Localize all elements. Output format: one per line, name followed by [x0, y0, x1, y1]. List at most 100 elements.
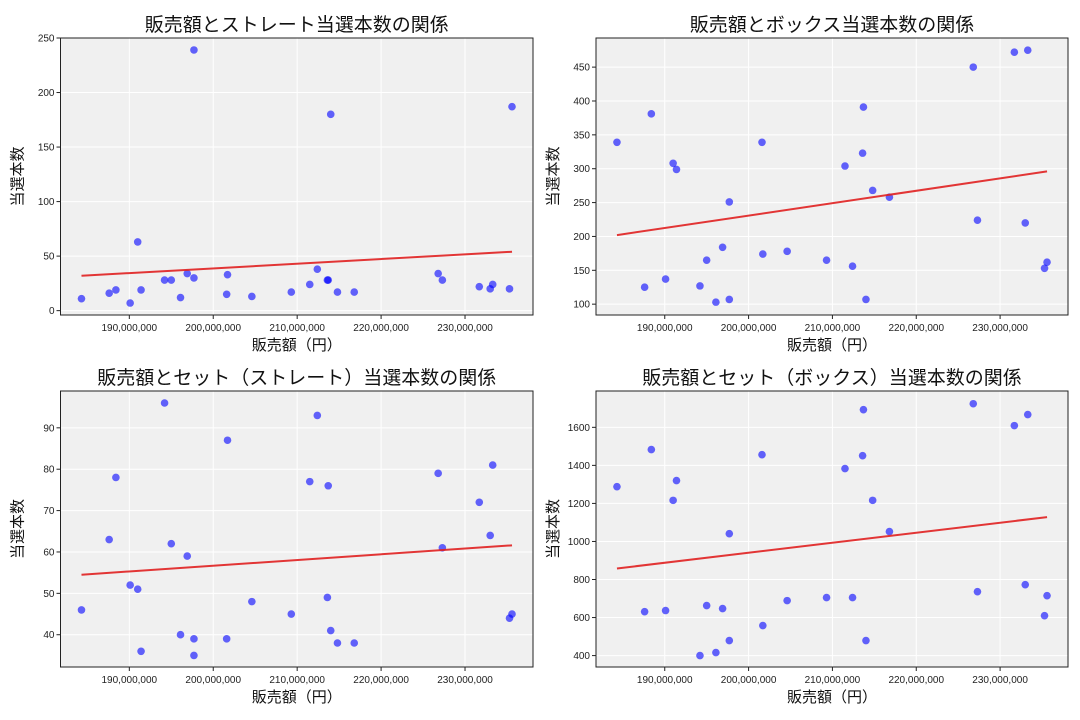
y-tick-label: 1000	[568, 537, 591, 548]
subplot-4: 190,000,000 200,000,000 210,000,000 220,000…	[544, 367, 1069, 706]
data-point	[613, 138, 621, 147]
x-axis-label: 販売額（円）	[787, 688, 877, 706]
data-point	[488, 280, 497, 289]
x-tick-label: 210,000,000	[805, 323, 861, 334]
y-tick-label: 300	[573, 164, 590, 175]
data-point	[759, 621, 767, 630]
data-point	[434, 269, 442, 278]
data-point	[759, 250, 767, 258]
data-point	[333, 639, 342, 647]
x-axis-label: 販売額（円）	[252, 336, 342, 354]
data-point	[696, 282, 704, 290]
data-point	[783, 247, 791, 256]
x-tick-label: 200,000,000	[185, 675, 241, 686]
data-point	[105, 289, 113, 297]
data-point	[505, 285, 514, 293]
data-point	[672, 476, 681, 485]
data-point	[176, 630, 185, 639]
data-point	[859, 103, 868, 111]
data-point	[287, 288, 296, 296]
data-point	[176, 293, 185, 302]
axes-frame	[595, 37, 1069, 316]
chart-title: 販売額とセット（ボックス）当選本数の関係	[642, 367, 1021, 389]
data-point	[126, 581, 134, 589]
data-point	[841, 162, 849, 170]
x-tick-label: 210,000,000	[269, 675, 325, 686]
y-tick-label: 100	[38, 197, 55, 208]
data-point	[248, 292, 256, 301]
data-point	[223, 436, 232, 445]
data-point	[868, 186, 877, 195]
data-point	[305, 477, 314, 486]
data-point	[702, 256, 711, 264]
y-tick-label: 0	[49, 306, 55, 317]
trendline	[81, 250, 513, 277]
y-axis-label: 当選本数	[9, 499, 27, 559]
y-tick-label: 1200	[568, 499, 591, 510]
data-point	[167, 276, 176, 284]
x-tick-label: 210,000,000	[805, 675, 861, 686]
x-tick-label: 210,000,000	[269, 323, 325, 334]
data-point	[973, 587, 982, 596]
data-point	[696, 651, 704, 660]
y-tick-label: 100	[573, 300, 590, 311]
data-point	[475, 498, 484, 507]
data-point	[305, 280, 314, 289]
data-point	[661, 606, 670, 615]
x-tick-label: 200,000,000	[185, 323, 241, 334]
axes-frame	[60, 390, 534, 668]
data-point	[313, 265, 322, 273]
y-tick-label: 800	[573, 575, 590, 586]
x-tick-label: 220,000,000	[353, 323, 409, 334]
data-point	[725, 295, 734, 304]
data-point	[822, 593, 831, 602]
data-point	[841, 464, 849, 473]
data-point	[669, 496, 677, 505]
data-point	[434, 469, 442, 478]
y-tick-label: 80	[43, 465, 55, 476]
data-point	[287, 610, 296, 618]
y-tick-label: 250	[38, 34, 55, 45]
y-tick-label: 450	[573, 63, 590, 74]
data-point	[222, 635, 231, 643]
data-point	[313, 411, 322, 420]
data-point	[973, 216, 982, 224]
data-point	[1021, 580, 1030, 589]
data-point	[758, 450, 766, 459]
data-point	[333, 288, 342, 296]
data-point	[661, 275, 670, 283]
data-point	[77, 294, 86, 303]
data-point	[326, 110, 335, 119]
x-tick-label: 220,000,000	[353, 675, 409, 686]
data-point	[508, 102, 516, 111]
data-point	[1023, 410, 1032, 419]
y-tick-label: 350	[573, 130, 590, 141]
data-point	[858, 149, 867, 157]
data-point	[758, 138, 766, 147]
data-point	[488, 461, 497, 469]
data-point	[783, 596, 791, 605]
chart-title: 販売額とストレート当選本数の関係	[145, 14, 449, 36]
data-point	[160, 399, 169, 407]
y-tick-label: 400	[573, 651, 590, 662]
data-point	[323, 593, 332, 602]
y-axis-label: 当選本数	[544, 499, 562, 559]
axes-frame	[60, 37, 534, 316]
data-point	[885, 527, 894, 536]
data-point	[190, 274, 198, 282]
y-tick-label: 200	[573, 232, 590, 243]
y-tick-label: 90	[43, 423, 55, 434]
data-point	[1043, 591, 1051, 600]
subplot-3: 190,000,000 200,000,000 210,000,000 220,000…	[9, 367, 534, 706]
x-tick-label: 220,000,000	[888, 675, 944, 686]
data-point	[248, 597, 256, 606]
x-tick-label: 230,000,000	[972, 323, 1028, 334]
data-point	[822, 256, 831, 264]
data-point	[1023, 46, 1032, 54]
data-point	[647, 110, 656, 118]
data-point	[475, 282, 484, 291]
data-point	[1010, 421, 1019, 430]
y-tick-label: 70	[43, 506, 55, 517]
y-tick-label: 150	[573, 266, 590, 277]
